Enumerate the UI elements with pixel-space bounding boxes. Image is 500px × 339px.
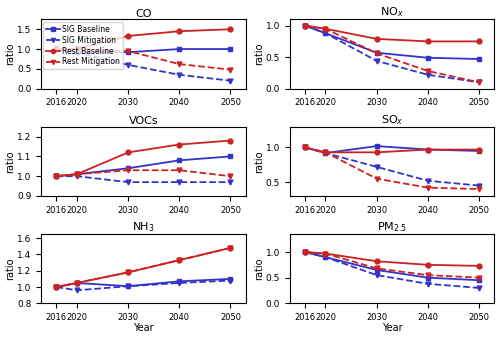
SIG Mitigation (228, 79, 234, 83)
Title: NO$_x$: NO$_x$ (380, 5, 404, 19)
SIG Mitigation (74, 50, 80, 54)
SIG Baseline (74, 50, 80, 54)
Rest Mitigation (125, 49, 131, 53)
Y-axis label: ratio: ratio (254, 150, 264, 173)
SIG Baseline (228, 47, 234, 51)
Rest Mitigation (228, 67, 234, 72)
SIG Mitigation (54, 47, 60, 51)
Y-axis label: ratio: ratio (6, 150, 16, 173)
Rest Mitigation (74, 47, 80, 51)
X-axis label: Year: Year (133, 323, 154, 334)
SIG Mitigation (125, 63, 131, 67)
Title: NH$_3$: NH$_3$ (132, 220, 155, 234)
SIG Baseline (176, 47, 182, 51)
Rest Baseline (176, 29, 182, 33)
Legend: SIG Baseline, SIG Mitigation, Rest Baseline, Rest Mitigation: SIG Baseline, SIG Mitigation, Rest Basel… (44, 22, 124, 69)
Rest Mitigation (176, 62, 182, 66)
Title: CO: CO (135, 8, 152, 19)
Y-axis label: ratio: ratio (254, 43, 264, 65)
Rest Baseline (74, 47, 80, 51)
Line: SIG Mitigation: SIG Mitigation (54, 47, 233, 83)
Rest Mitigation (54, 47, 60, 51)
SIG Baseline (125, 50, 131, 54)
Title: SO$_x$: SO$_x$ (381, 113, 404, 127)
Title: VOCs: VOCs (128, 116, 158, 126)
Rest Baseline (125, 34, 131, 38)
Y-axis label: ratio: ratio (6, 43, 16, 65)
SIG Baseline (54, 47, 60, 51)
Y-axis label: ratio: ratio (6, 257, 16, 280)
Line: Rest Baseline: Rest Baseline (54, 27, 233, 52)
Y-axis label: ratio: ratio (254, 257, 264, 280)
Title: PM$_{2.5}$: PM$_{2.5}$ (377, 220, 407, 234)
Rest Baseline (54, 47, 60, 51)
Line: Rest Mitigation: Rest Mitigation (54, 47, 233, 72)
Line: SIG Baseline: SIG Baseline (54, 47, 233, 55)
X-axis label: Year: Year (382, 323, 402, 334)
SIG Mitigation (176, 73, 182, 77)
Rest Baseline (228, 27, 234, 31)
